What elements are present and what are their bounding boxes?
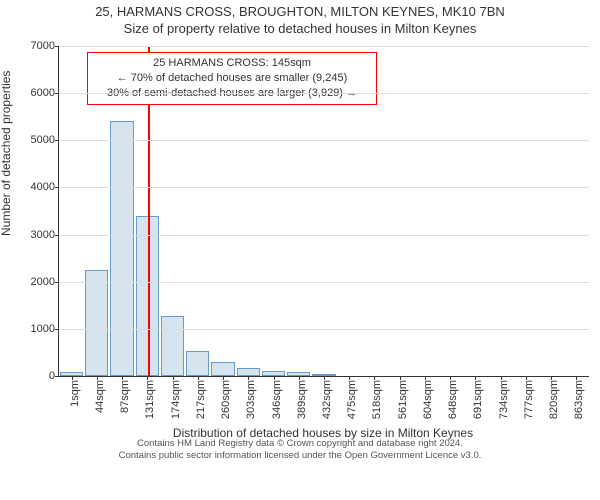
gridline xyxy=(59,93,589,94)
gridline xyxy=(59,235,589,236)
footer: Contains HM Land Registry data © Crown c… xyxy=(0,438,600,463)
xtick-label: 217sqm xyxy=(195,380,207,419)
histogram-bar xyxy=(186,351,209,376)
xtick-label: 346sqm xyxy=(271,380,283,419)
ytick-mark xyxy=(55,187,59,188)
xtick-label: 734sqm xyxy=(498,380,510,419)
xtick-label: 777sqm xyxy=(523,380,535,419)
annotation-line1: 25 HARMANS CROSS: 145sqm xyxy=(94,56,370,71)
xtick-label: 87sqm xyxy=(119,380,131,413)
histogram-bar xyxy=(85,270,108,376)
ytick-label: 0 xyxy=(49,370,55,382)
xtick-label: 44sqm xyxy=(94,380,106,413)
annotation-box: 25 HARMANS CROSS: 145sqm ← 70% of detach… xyxy=(87,52,377,105)
xtick-label: 174sqm xyxy=(170,380,182,419)
xtick-label: 820sqm xyxy=(548,380,560,419)
xtick-label: 863sqm xyxy=(573,380,585,419)
plot-area: 25 HARMANS CROSS: 145sqm ← 70% of detach… xyxy=(58,46,589,377)
ytick-label: 4000 xyxy=(31,181,55,193)
ytick-mark xyxy=(55,46,59,47)
gridline xyxy=(59,187,589,188)
ytick-label: 6000 xyxy=(31,87,55,99)
xtick-label: 648sqm xyxy=(447,380,459,419)
gridline xyxy=(59,140,589,141)
y-axis-label: Number of detached properties xyxy=(0,71,13,236)
xtick-label: 131sqm xyxy=(144,380,156,419)
gridline xyxy=(59,46,589,47)
ytick-mark xyxy=(55,282,59,283)
x-axis-label: Distribution of detached houses by size … xyxy=(58,426,588,440)
xtick-label: 260sqm xyxy=(220,380,232,419)
ytick-mark xyxy=(55,376,59,377)
xtick-label: 432sqm xyxy=(321,380,333,419)
xtick-label: 303sqm xyxy=(245,380,257,419)
histogram-bar xyxy=(161,316,184,376)
xtick-label: 691sqm xyxy=(472,380,484,419)
gridline xyxy=(59,282,589,283)
ytick-label: 7000 xyxy=(31,40,55,52)
xtick-label: 604sqm xyxy=(422,380,434,419)
xtick-label: 389sqm xyxy=(296,380,308,419)
histogram-bar xyxy=(110,121,133,376)
ytick-label: 2000 xyxy=(31,276,55,288)
ytick-mark xyxy=(55,140,59,141)
ytick-mark xyxy=(55,93,59,94)
histogram-bar xyxy=(211,362,234,376)
ytick-label: 5000 xyxy=(31,134,55,146)
xtick-label: 518sqm xyxy=(371,380,383,419)
histogram-bar xyxy=(237,368,260,376)
title-subtitle: Size of property relative to detached ho… xyxy=(0,21,600,36)
ytick-label: 3000 xyxy=(31,229,55,241)
xtick-label: 475sqm xyxy=(346,380,358,419)
footer-line2: Contains public sector information licen… xyxy=(0,450,600,462)
xtick-label: 561sqm xyxy=(397,380,409,419)
xtick-label: 1sqm xyxy=(69,380,81,407)
title-address: 25, HARMANS CROSS, BROUGHTON, MILTON KEY… xyxy=(0,4,600,19)
chart-container: Number of detached properties 25 HARMANS… xyxy=(0,36,600,436)
annotation-line2: ← 70% of detached houses are smaller (9,… xyxy=(94,71,370,86)
ytick-label: 1000 xyxy=(31,323,55,335)
ytick-mark xyxy=(55,235,59,236)
gridline xyxy=(59,329,589,330)
ytick-mark xyxy=(55,329,59,330)
